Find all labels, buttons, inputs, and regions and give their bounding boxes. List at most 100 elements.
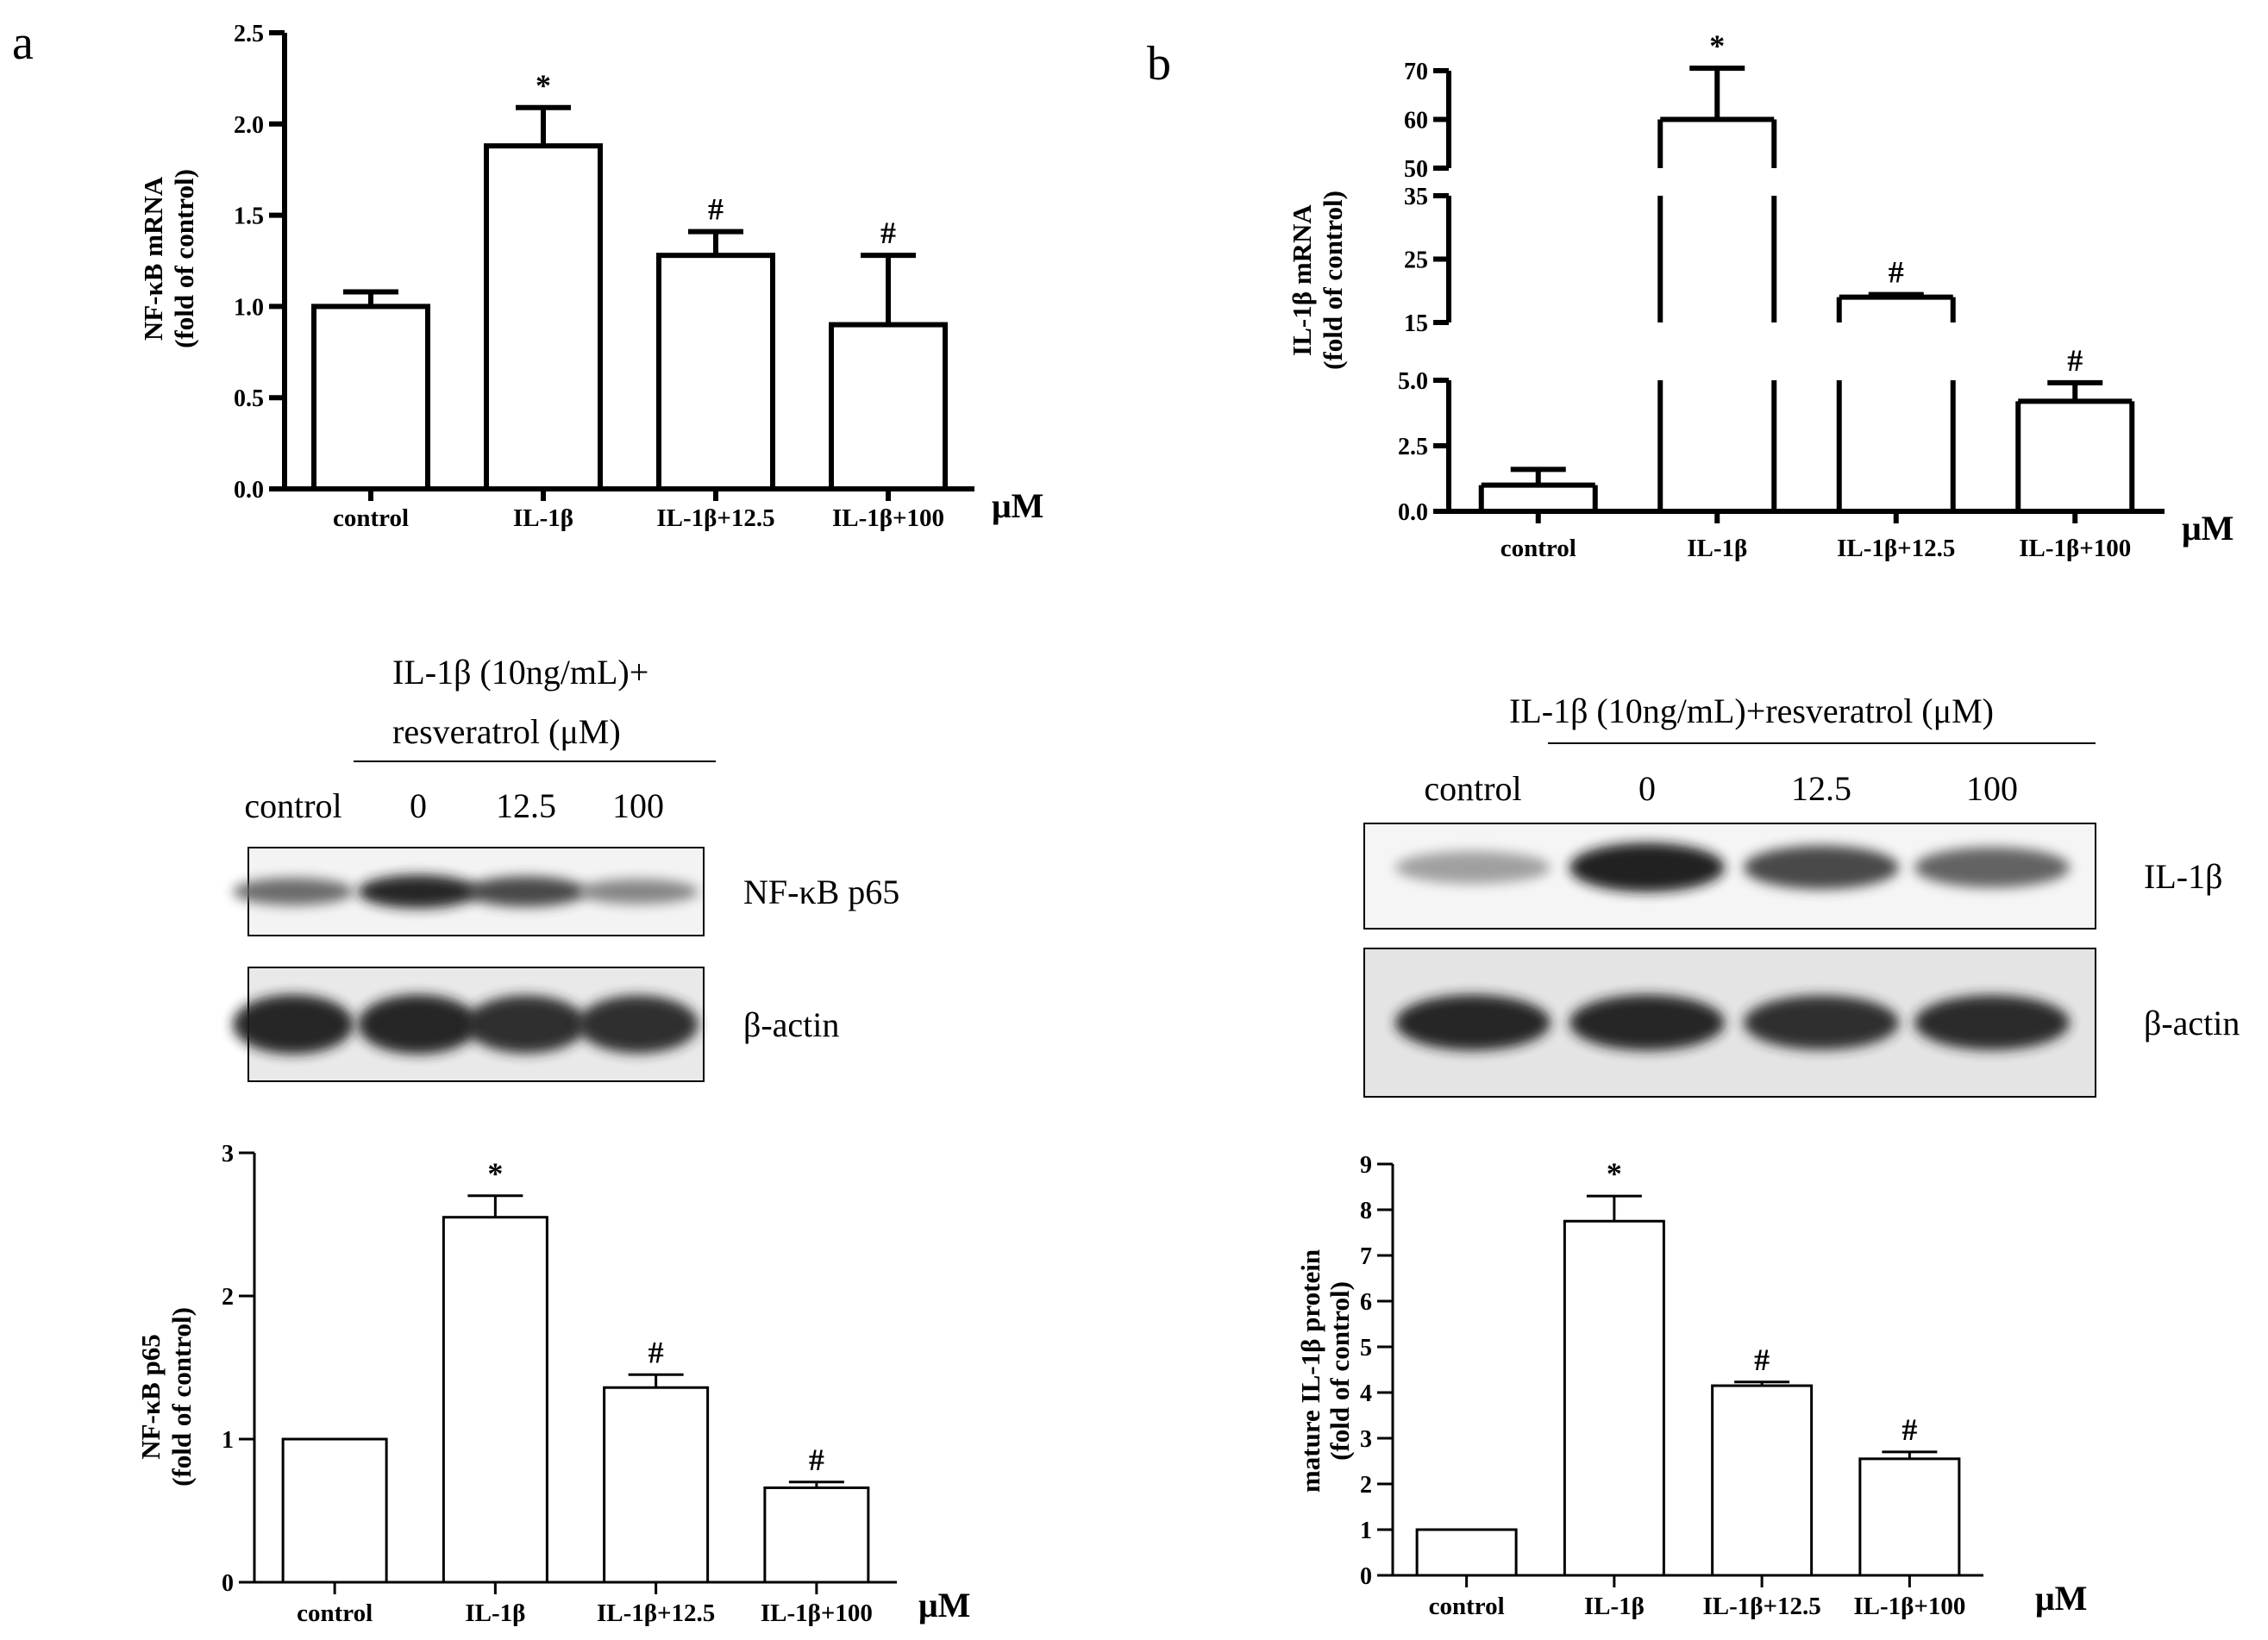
y-axis-label-line2: (fold of control) xyxy=(1325,1281,1355,1461)
category-label: IL-1β xyxy=(1584,1593,1645,1620)
lane-label: 0 xyxy=(1638,769,1656,808)
y-tick-label: 0.0 xyxy=(1398,499,1428,526)
bar xyxy=(1415,1528,1518,1577)
panel-label-b: b xyxy=(1147,37,1171,91)
y-tick-label: 35 xyxy=(1404,184,1428,210)
unit-label: μM xyxy=(2182,509,2234,548)
unit-label: μM xyxy=(918,1586,970,1624)
blot-band xyxy=(578,995,699,1054)
y-axis-label-line1: NF-κB p65 xyxy=(135,1334,166,1460)
chart-mature-il1b-protein: 0 1 2 3 4 5 6 7 8 9 mature IL-1β protein (fold of c… xyxy=(1295,1152,2087,1620)
blot-band-label: β-actin xyxy=(743,1005,839,1044)
y-axis-label-line1: IL-1β mRNA xyxy=(1287,204,1317,356)
bar xyxy=(484,143,603,492)
unit-label: μM xyxy=(992,486,1043,525)
y-tick-label: 1.5 xyxy=(234,203,264,230)
category-label: control xyxy=(1501,535,1576,562)
y-tick-label: 5.0 xyxy=(1398,368,1428,395)
category-label: control xyxy=(1429,1593,1505,1620)
significance-mark: # xyxy=(1754,1343,1770,1377)
y-axis-label: IL-1β mRNA (fold of control) xyxy=(1287,191,1348,370)
category-label: IL-1β+12.5 xyxy=(1837,535,1955,562)
y-tick-label: 0.0 xyxy=(234,477,264,504)
blot-band xyxy=(1569,842,1725,892)
category-label: IL-1β+100 xyxy=(2019,535,2131,562)
y-axis-label-line2: (fold of control) xyxy=(1318,191,1348,370)
y-tick-label: 60 xyxy=(1404,108,1428,135)
blot-band xyxy=(358,874,479,909)
significance-mark: * xyxy=(1709,28,1725,63)
blot-band xyxy=(578,879,699,905)
blot-band xyxy=(466,995,586,1054)
unit-label: μM xyxy=(2035,1579,2087,1618)
blot-band-label: NF-κB p65 xyxy=(743,873,899,911)
category-label: IL-1β+12.5 xyxy=(1702,1593,1820,1620)
y-axis-label-line1: mature IL-1β protein xyxy=(1295,1249,1325,1493)
significance-mark: * xyxy=(487,1156,503,1191)
bar xyxy=(763,1486,870,1584)
significance-mark: * xyxy=(1607,1156,1622,1191)
bar xyxy=(281,1437,388,1584)
lane-label: 100 xyxy=(612,786,664,825)
blot-band xyxy=(358,994,479,1055)
y-axis-label-line2: (fold of control) xyxy=(166,1307,197,1487)
y-tick-label: 3 xyxy=(1360,1426,1372,1453)
category-label: IL-1β+12.5 xyxy=(656,504,774,532)
y-tick-label: 4 xyxy=(1360,1380,1372,1407)
significance-mark: # xyxy=(648,1335,664,1369)
blot-band xyxy=(233,878,354,905)
bar xyxy=(1478,482,1598,511)
lane-label: 12.5 xyxy=(496,786,556,825)
significance-mark: # xyxy=(2067,343,2083,378)
category-label: IL-1β xyxy=(1687,535,1747,562)
bar xyxy=(603,1386,710,1584)
y-tick-label: 9 xyxy=(1360,1152,1372,1179)
y-tick-label: 1 xyxy=(1360,1518,1372,1544)
y-tick-label: 0 xyxy=(1360,1563,1372,1590)
chart-nfkb-mrna: 0.0 0.5 1.0 1.5 2.0 2.5 NF-κB mRNA (fold of con… xyxy=(138,21,1043,532)
bar xyxy=(2015,398,2135,511)
y-tick-label: 7 xyxy=(1360,1243,1372,1270)
bar xyxy=(1563,1219,1665,1577)
blot-panel xyxy=(1363,948,2096,1098)
y-axis-label: NF-κB p65 (fold of control) xyxy=(135,1307,197,1487)
y-tick-label: 2.5 xyxy=(234,21,264,47)
y-tick-label: 50 xyxy=(1404,156,1428,183)
bar xyxy=(442,1216,548,1584)
blot-a-lane-labels: control 0 12.5 100 xyxy=(244,786,664,825)
blot-b-lane-labels: control 0 12.5 100 xyxy=(1424,769,2018,808)
y-tick-label: 25 xyxy=(1404,247,1428,274)
blot-band xyxy=(1744,995,1899,1050)
y-tick-label: 1 xyxy=(222,1427,234,1454)
bar xyxy=(1858,1457,1961,1577)
y-tick-label: 1.0 xyxy=(234,294,264,321)
y-axis-label-line1: NF-κB mRNA xyxy=(138,176,168,341)
significance-mark: # xyxy=(1889,255,1904,290)
bar xyxy=(1836,294,1956,511)
blot-a-header-line1: IL-1β (10ng/mL)+ xyxy=(392,653,648,692)
y-tick-label: 6 xyxy=(1360,1289,1372,1316)
blot-band-label: β-actin xyxy=(2144,1004,2240,1042)
bar xyxy=(1657,116,1777,511)
blot-band xyxy=(233,994,354,1055)
blot-band xyxy=(1569,994,1725,1051)
bar xyxy=(311,304,430,491)
blot-band-label: IL-1β xyxy=(2144,857,2222,896)
y-tick-label: 3 xyxy=(222,1141,234,1167)
bar xyxy=(1711,1384,1814,1577)
category-label: IL-1β xyxy=(465,1599,525,1627)
bar xyxy=(829,322,948,491)
significance-mark: * xyxy=(536,68,551,103)
blot-a-header-line2: resveratrol (μM) xyxy=(392,712,621,751)
lane-label: 0 xyxy=(410,786,427,825)
blot-band xyxy=(1395,994,1551,1051)
blot-panel xyxy=(1363,823,2096,930)
y-tick-label: 5 xyxy=(1360,1335,1372,1361)
y-tick-label: 0.5 xyxy=(234,385,264,412)
panel-label-a: a xyxy=(12,16,34,70)
category-label: control xyxy=(297,1599,373,1627)
category-label: IL-1β xyxy=(513,504,573,532)
y-axis-label: mature IL-1β protein (fold of control) xyxy=(1295,1249,1355,1493)
